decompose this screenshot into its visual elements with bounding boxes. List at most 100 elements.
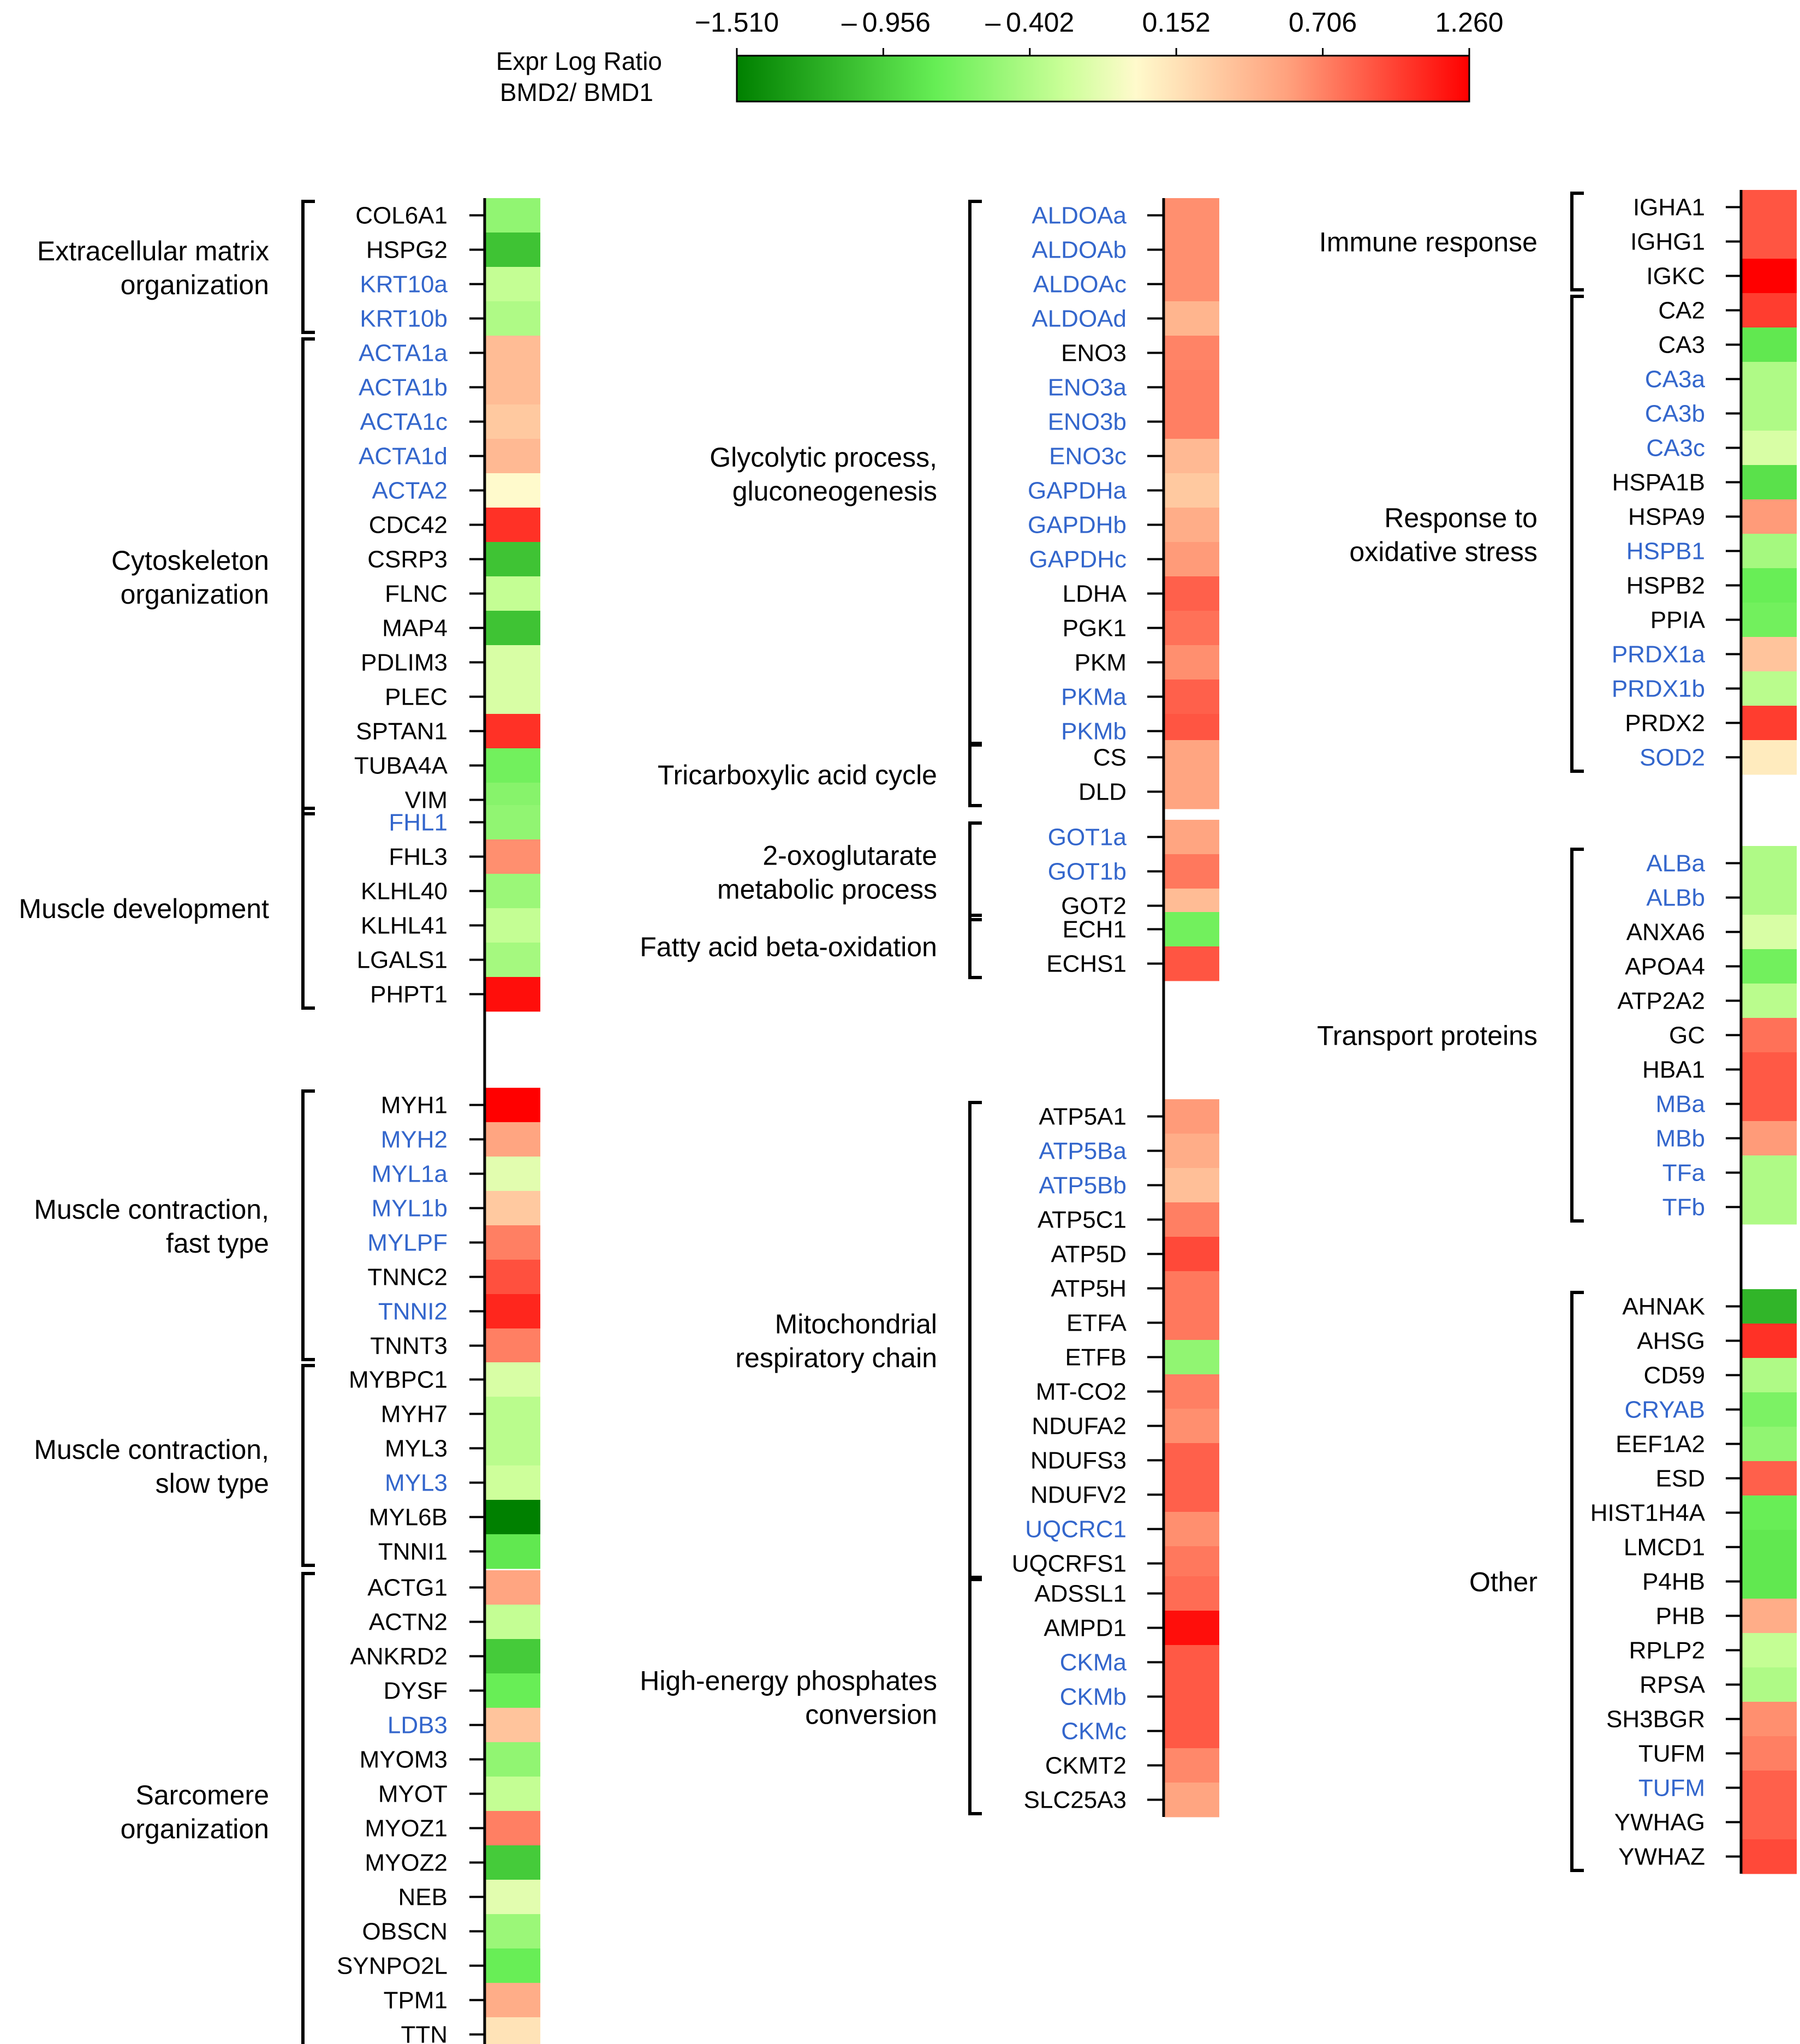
heatmap-cell	[1165, 576, 1219, 611]
heatmap-cell	[1742, 1324, 1797, 1358]
heatmap-cell	[1165, 1645, 1219, 1680]
gene-label: CKMa	[1060, 1649, 1127, 1676]
heatmap-cell	[1165, 1306, 1219, 1340]
heatmap-cell	[1742, 1839, 1797, 1874]
gene-label: ENO3c	[1049, 443, 1127, 470]
category-group: ACTA1a ACTA1b ACTA1c ACTA1d ACTA2 CDC42 CSRP3 F…	[111, 336, 540, 818]
heatmap-cell	[1165, 611, 1219, 646]
heatmap-cell	[1742, 190, 1797, 225]
gene-label: PKMb	[1061, 718, 1127, 745]
gene-label: NDUFV2	[1030, 1482, 1127, 1509]
colorbar-tick-label: – 0.402	[985, 7, 1074, 38]
heatmap-cell	[1165, 1237, 1219, 1272]
heatmap-cell	[486, 645, 540, 680]
category-label: High-energy phosphates	[640, 1666, 937, 1696]
gene-label: ACTA2	[372, 478, 448, 504]
gene-label: MYOZ1	[365, 1815, 448, 1842]
heatmap-cell	[1165, 336, 1219, 371]
heatmap-panel: ALDOAa ALDOAb ALDOAc ALDOAd ENO3 ENO3a ENO3b EN…	[640, 198, 1219, 1817]
gene-label: TNNC2	[367, 1264, 448, 1291]
gene-label: PRDX1a	[1612, 641, 1706, 668]
category-bracket	[301, 1572, 315, 2044]
category-label: Immune response	[1319, 227, 1537, 258]
heatmap-cell	[1742, 603, 1797, 637]
gene-label: ACTN2	[369, 1609, 448, 1636]
gene-label: PKM	[1075, 649, 1127, 676]
gene-label: ACTA1a	[359, 340, 448, 367]
heatmap-cell	[486, 1328, 540, 1363]
colorbar-label-line2: BMD2/ BMD1	[500, 78, 653, 106]
category-bracket	[301, 807, 315, 1010]
heatmap-cell	[1742, 1633, 1797, 1668]
heatmap-cell	[486, 1983, 540, 2018]
gene-label: TFa	[1662, 1160, 1706, 1187]
gene-label: UQCRFS1	[1012, 1551, 1127, 1577]
heatmap-cell	[486, 611, 540, 646]
category-label: Sarcomere	[135, 1780, 269, 1810]
heatmap-cell	[1165, 1202, 1219, 1237]
heatmap-cell	[486, 1880, 540, 1915]
category-label: Cytoskeleton	[111, 545, 269, 576]
gene-label: LMCD1	[1624, 1534, 1705, 1561]
heatmap-cell	[1165, 1340, 1219, 1375]
gene-label: SH3BGR	[1606, 1706, 1705, 1733]
heatmap-cell	[1165, 439, 1219, 474]
category-group: CA2 CA3 CA3a CA3b CA3c HSPA1B HSPA9 HSPB1 HSPB2 P…	[1349, 293, 1797, 775]
gene-label: CA3c	[1646, 435, 1705, 462]
heatmap-cell	[1165, 198, 1219, 233]
gene-label: SPTAN1	[356, 718, 448, 745]
category-label: organization	[121, 579, 269, 610]
category-label: metabolic process	[717, 874, 937, 905]
heatmap-cell	[486, 1260, 540, 1295]
category-group: COL6A1 HSPG2 KRT10a KRT10b Extracellular mat…	[37, 198, 540, 336]
heatmap-cell	[486, 1845, 540, 1880]
heatmap-cell	[486, 1294, 540, 1329]
heatmap-cell	[1742, 1530, 1797, 1565]
gene-label: GOT1b	[1048, 859, 1127, 885]
colorbar-tick-label: 0.706	[1289, 7, 1357, 38]
heatmap-cell	[1165, 1546, 1219, 1581]
category-bracket	[1570, 192, 1584, 291]
category-label: Response to	[1384, 503, 1537, 533]
heatmap-cell	[486, 908, 540, 943]
gene-label: KRT10a	[360, 271, 448, 298]
heatmap-cell	[1742, 1087, 1797, 1122]
heatmap-cell	[1742, 949, 1797, 984]
heatmap-cell	[486, 874, 540, 909]
heatmap-cell	[1742, 1702, 1797, 1737]
gene-label: CA2	[1658, 297, 1705, 324]
category-group: ALDOAa ALDOAb ALDOAc ALDOAd ENO3 ENO3a ENO3b EN…	[710, 198, 1219, 749]
gene-label: NDUFA2	[1032, 1413, 1127, 1440]
heatmap-cell	[486, 714, 540, 749]
gene-label: ALDOAb	[1032, 237, 1127, 264]
category-label: gluconeogenesis	[732, 476, 937, 506]
gene-label: SYNPO2L	[337, 1953, 448, 1980]
heatmap-cell	[1165, 1714, 1219, 1749]
heatmap-cell	[1165, 508, 1219, 543]
category-bracket	[301, 1364, 315, 1567]
category-label: slow type	[156, 1468, 269, 1499]
category-label: oxidative stress	[1349, 537, 1537, 567]
heatmap-cell	[486, 198, 540, 233]
gene-label: LGALS1	[357, 947, 448, 974]
heatmap-cell	[1165, 267, 1219, 302]
gene-label: MYH7	[381, 1401, 448, 1428]
heatmap-cell	[1742, 534, 1797, 569]
gene-label: TUBA4A	[354, 753, 448, 779]
heatmap-cell	[486, 1088, 540, 1123]
gene-label: MAP4	[382, 615, 448, 642]
gene-label: RPSA	[1640, 1672, 1705, 1699]
heatmap-cell	[1742, 1190, 1797, 1225]
heatmap-cell	[1165, 473, 1219, 508]
gene-label: MYL1a	[372, 1161, 448, 1188]
gene-label: ETFA	[1066, 1310, 1127, 1337]
gene-label: ATP5Ba	[1039, 1138, 1127, 1165]
gene-label: MBb	[1656, 1125, 1705, 1152]
category-label: Fatty acid beta-oxidation	[640, 932, 937, 962]
gene-label: IGHA1	[1633, 194, 1705, 221]
heatmap-cell	[486, 508, 540, 543]
heatmap-cell	[1165, 1443, 1219, 1478]
gene-label: GAPDHc	[1029, 546, 1127, 573]
category-group: CS DLD Tricarboxylic acid cycle	[658, 740, 1219, 809]
